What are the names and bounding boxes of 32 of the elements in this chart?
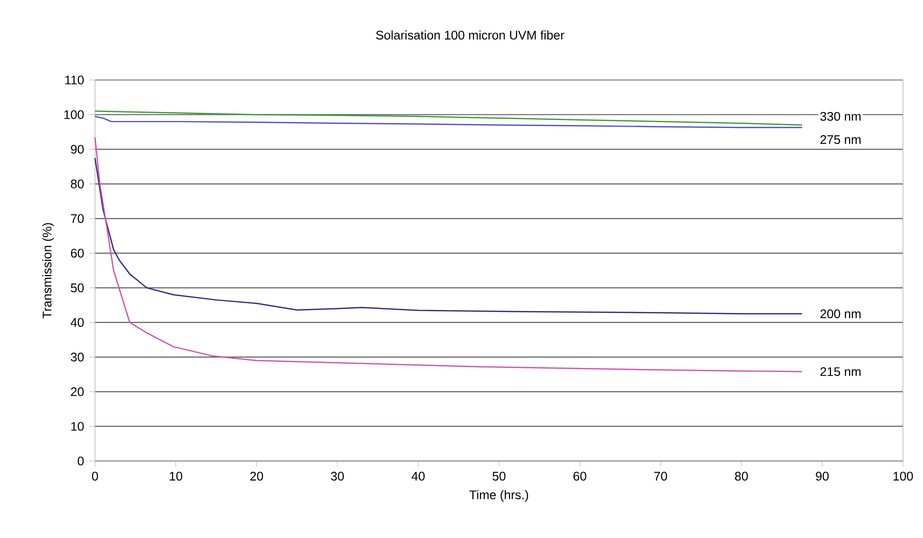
y-tick-label: 90 <box>70 144 84 154</box>
line-series <box>94 136 803 372</box>
x-tick-label: 60 <box>574 472 586 481</box>
y-axis-title: Transmission (%) <box>42 223 54 318</box>
chart-title: Solarisation 100 micron UVM fiber <box>376 30 564 40</box>
x-tick-label: 80 <box>735 472 748 481</box>
y-tick-label: 20 <box>70 387 84 396</box>
series-label: 330 nm <box>820 112 861 121</box>
y-tick-label: 100 <box>64 110 84 120</box>
y-tick-label: 70 <box>70 214 84 223</box>
x-tick-label: 90 <box>816 472 829 481</box>
y-tick-label: 50 <box>70 283 84 292</box>
y-tick-label: 0 <box>78 456 84 466</box>
series-label: 200 nm <box>820 309 861 318</box>
x-tick-label: 40 <box>412 472 425 481</box>
y-tick-label: 10 <box>71 422 84 431</box>
y-tick-label: 40 <box>70 318 84 327</box>
y-tick-label: 30 <box>70 352 84 362</box>
series-label: 215 nm <box>820 367 861 376</box>
x-tick-label: 70 <box>654 472 668 481</box>
x-tick-label: 0 <box>92 472 98 481</box>
series-label: 275 nm <box>820 135 861 144</box>
x-tick-label: 100 <box>894 472 913 481</box>
line-series <box>94 116 803 128</box>
y-tick-label: 80 <box>70 179 84 188</box>
x-axis-title: Time (hrs.) <box>469 490 528 502</box>
x-tick-label: 30 <box>330 472 344 481</box>
y-tick-label: 60 <box>70 248 84 258</box>
x-tick-label: 10 <box>170 472 182 481</box>
x-tick-label: 50 <box>492 472 506 481</box>
y-tick-label: 110 <box>65 76 84 84</box>
x-tick-label: 20 <box>250 472 264 481</box>
